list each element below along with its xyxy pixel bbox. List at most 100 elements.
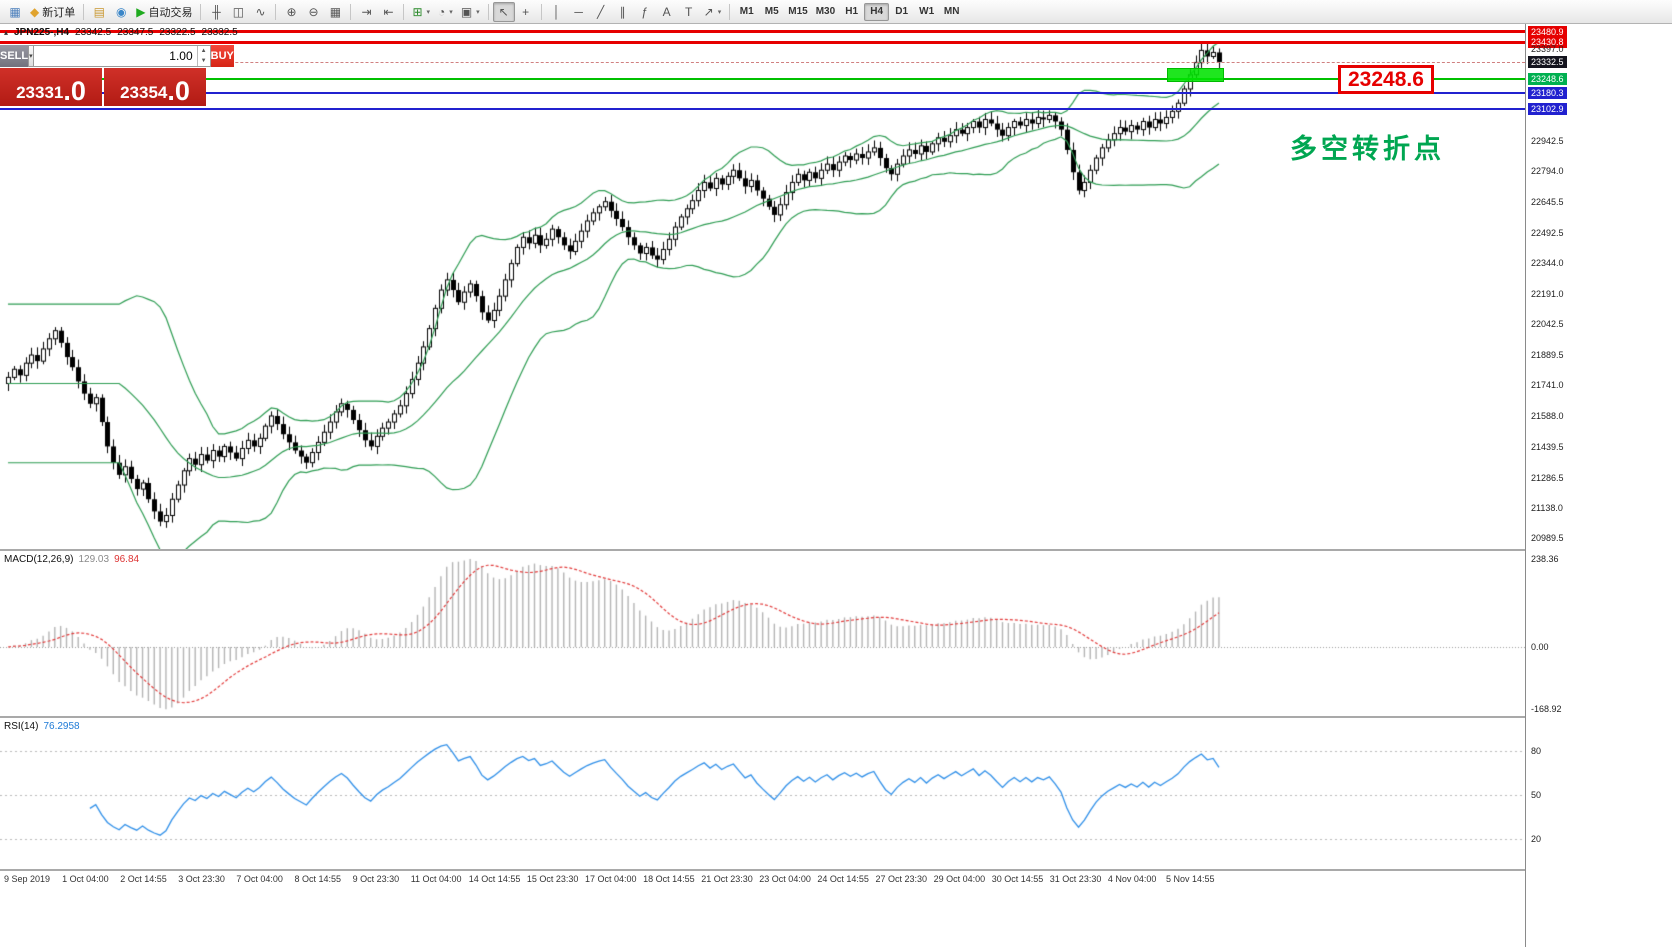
macd-indicator-label: MACD(12,26,9) 129.03 96.84 — [4, 554, 139, 565]
channel-button[interactable]: ∥ — [612, 2, 634, 22]
timeframe-m5-button[interactable]: M5 — [764, 6, 779, 17]
timeframe-w1-button[interactable]: W1 — [919, 6, 935, 17]
sell-price-button[interactable]: 23331 .0 — [0, 68, 102, 106]
toolbar-separator — [487, 3, 489, 20]
bar-chart-icon: ╫ — [212, 4, 221, 19]
pivot-line-23248[interactable] — [0, 78, 1525, 81]
support-line-23102[interactable] — [0, 107, 1525, 110]
time-axis-label: 9 Sep 2019 — [4, 874, 51, 884]
sell-button[interactable]: SELL — [0, 45, 29, 67]
bid-line[interactable] — [0, 62, 1525, 64]
chart-shift-button[interactable]: ⇤ — [377, 2, 399, 22]
time-axis[interactable]: 9 Sep 2019 1 Oct 04:00 2 Oct 14:55 3 Oct 23… — [0, 871, 1672, 893]
buy-price-button[interactable]: 23354 .0 — [104, 68, 206, 106]
vertical-line-button[interactable]: │ — [546, 2, 568, 22]
rsi-panel-canvas[interactable] — [0, 718, 1525, 869]
macd-signal-value: 96.84 — [114, 554, 140, 565]
toolbar-separator — [403, 3, 405, 20]
crosshair-button[interactable]: + — [515, 2, 537, 22]
chart-shift-icon: ⇤ — [383, 4, 394, 19]
time-axis-label: 1 Oct 04:00 — [62, 874, 109, 884]
line-chart-button[interactable]: ∿ — [249, 2, 271, 22]
new-order-icon: ◆ — [30, 4, 40, 19]
text-label-button[interactable]: T — [678, 2, 700, 22]
tile-windows-button[interactable]: ▦ — [324, 2, 346, 22]
time-axis-label: 2 Oct 14:55 — [120, 874, 167, 884]
new-order-button[interactable]: ◆ 新订单 — [26, 2, 79, 22]
new-chart-button[interactable]: ▦ — [4, 2, 26, 22]
zoom-in-icon: ⊕ — [286, 4, 297, 19]
time-axis-label: 9 Oct 23:30 — [352, 874, 400, 884]
ohlc-header: ▴ JPN225-,H4 23342.5 23347.5 23322.5 233… — [4, 27, 238, 38]
profiles-icon: ▤ — [93, 4, 105, 19]
price-scale-label: 23102.9 — [1528, 102, 1567, 115]
price-scale[interactable]: 23480.9 23430.8 23397.0 23332.5 23248.6 23180… — [1525, 24, 1672, 947]
trendline-button[interactable]: ╱ — [590, 2, 612, 22]
timeframe-m15-button[interactable]: M15 — [788, 6, 808, 17]
buy-button[interactable]: BUY — [210, 45, 234, 67]
autotrading-button[interactable]: ▶ 自动交易 — [132, 2, 196, 22]
price-scale-label: 23397.0 — [1531, 43, 1564, 54]
price-scale-label: 21439.5 — [1531, 441, 1564, 452]
text-button[interactable]: A — [656, 2, 678, 22]
profiles-button[interactable]: ▤ — [88, 2, 110, 22]
time-axis-label: 7 Oct 04:00 — [236, 874, 283, 884]
autotrading-icon: ▶ — [136, 4, 146, 19]
time-axis-label: 8 Oct 14:55 — [294, 874, 342, 884]
one-click-trade-panel: SELL ▾ ▲ ▼ BUY 23331 .0 23354 .0 — [0, 45, 234, 106]
timeframe-m1-button[interactable]: M1 — [739, 6, 754, 17]
fibonacci-button[interactable]: ƒ — [634, 2, 656, 22]
timeframe-d1-button[interactable]: D1 — [895, 6, 909, 17]
time-axis-label: 30 Oct 14:55 — [991, 874, 1044, 884]
periods-button[interactable]: ◔ ▾ — [434, 2, 457, 22]
price-chart-canvas[interactable] — [0, 24, 1525, 549]
macd-panel-canvas[interactable] — [0, 551, 1525, 716]
price-scale-label: 21286.5 — [1531, 472, 1564, 483]
candlestick-chart-button[interactable]: ◫ — [227, 2, 249, 22]
timeframe-h4-button[interactable]: H4 — [864, 2, 890, 21]
auto-scroll-button[interactable]: ⇥ — [355, 2, 377, 22]
volume-stepper[interactable]: ▲ ▼ — [196, 46, 210, 66]
cursor-button[interactable]: ↖ — [492, 1, 515, 22]
timeframe-h1-button[interactable]: H1 — [845, 6, 859, 17]
support-line-23180[interactable] — [0, 91, 1525, 94]
periods-icon: ◔ — [438, 4, 446, 19]
volume-down-icon[interactable]: ▼ — [200, 58, 207, 64]
volume-input[interactable] — [33, 46, 197, 66]
time-axis-label: 27 Oct 23:30 — [875, 874, 928, 884]
one-click-toggle-icon[interactable]: ▴ — [4, 28, 9, 37]
timeframe-m30-button[interactable]: M30 — [815, 6, 836, 17]
pivot-price-label[interactable]: 23248.6 — [1338, 65, 1434, 95]
buy-price-main: 23354 — [120, 83, 168, 103]
chinese-annotation[interactable]: 多空转折点 — [1290, 134, 1445, 164]
time-axis-label: 5 Nov 14:55 — [1166, 874, 1215, 884]
panel-separator[interactable] — [0, 869, 1672, 871]
panel-separator[interactable] — [0, 716, 1672, 718]
horizontal-line-button[interactable]: ─ — [568, 2, 590, 22]
time-axis-label: 4 Nov 04:00 — [1107, 874, 1157, 884]
templates-icon: ▣ — [460, 4, 473, 19]
resistance-line-23430[interactable] — [0, 40, 1525, 44]
macd-value: 129.03 — [78, 554, 110, 565]
indicators-button[interactable]: ⊞ ▾ — [408, 2, 434, 22]
arrows-button[interactable]: ↗ ▾ — [700, 2, 726, 22]
data-window-button[interactable]: ◉ — [110, 2, 132, 22]
highlight-zone[interactable] — [1167, 67, 1224, 82]
zoom-in-button[interactable]: ⊕ — [280, 2, 302, 22]
bar-chart-button[interactable]: ╫ — [205, 2, 227, 22]
timeframe-mn-button[interactable]: MN — [943, 6, 960, 17]
panel-separator[interactable] — [0, 549, 1672, 551]
volume-dropdown-button[interactable]: ▾ — [28, 45, 34, 67]
time-axis-label: 31 Oct 23:30 — [1049, 874, 1102, 884]
time-axis-label: 18 Oct 14:55 — [643, 874, 695, 884]
resistance-line-23480[interactable] — [0, 30, 1525, 34]
time-axis-label: 23 Oct 04:00 — [759, 874, 811, 884]
macd-scale-label: 238.36 — [1531, 553, 1559, 564]
price-scale-label: 21138.0 — [1531, 502, 1563, 513]
price-scale-label: 23180.3 — [1528, 86, 1567, 99]
chevron-down-icon: ▾ — [449, 8, 453, 16]
zoom-out-button[interactable]: ⊖ — [302, 2, 324, 22]
templates-button[interactable]: ▣ ▾ — [457, 2, 484, 22]
volume-up-icon[interactable]: ▲ — [200, 48, 207, 54]
price-scale-label: 21588.0 — [1531, 411, 1564, 422]
